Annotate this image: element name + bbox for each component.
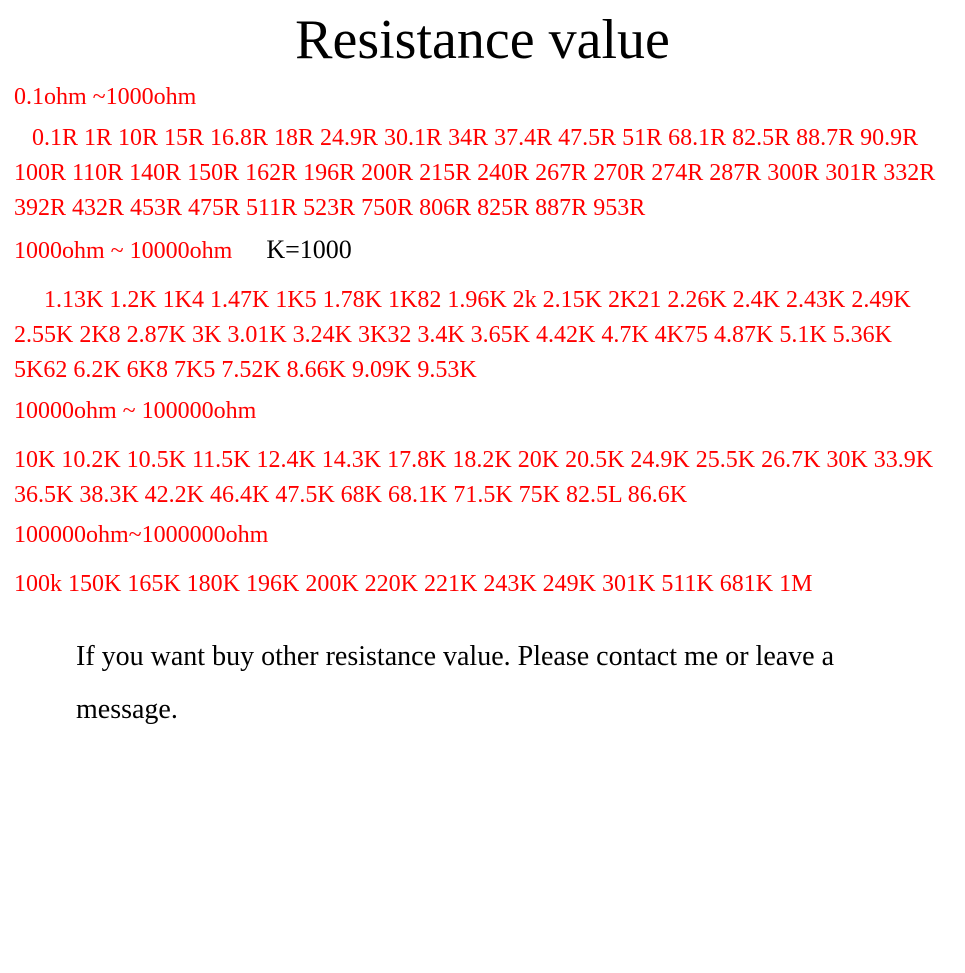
- footer-note: If you want buy other resistance value. …: [76, 630, 905, 736]
- spacer: [0, 559, 965, 567]
- section2-header-row: 1000ohm ~ 10000ohm K=1000: [14, 235, 965, 265]
- section1-values: 0.1R 1R 10R 15R 16.8R 18R 24.9R 30.1R 34…: [14, 121, 951, 225]
- section3-values: 10K 10.2K 10.5K 11.5K 12.4K 14.3K 17.8K …: [14, 443, 951, 513]
- section1-header: 0.1ohm ~1000ohm: [14, 84, 965, 111]
- section3-header: 10000ohm ~ 100000ohm: [14, 398, 965, 425]
- page-title: Resistance value: [0, 8, 965, 72]
- section4-header: 100000ohm~1000000ohm: [14, 522, 965, 549]
- spacer: [0, 435, 965, 443]
- section2-header: 1000ohm ~ 10000ohm: [14, 238, 232, 264]
- spacer: [0, 275, 965, 283]
- section2-values: 1.13K 1.2K 1K4 1.47K 1K5 1.78K 1K82 1.96…: [14, 283, 951, 387]
- section4-values: 100k 150K 165K 180K 196K 200K 220K 221K …: [14, 567, 951, 602]
- section2-note: K=1000: [266, 235, 351, 264]
